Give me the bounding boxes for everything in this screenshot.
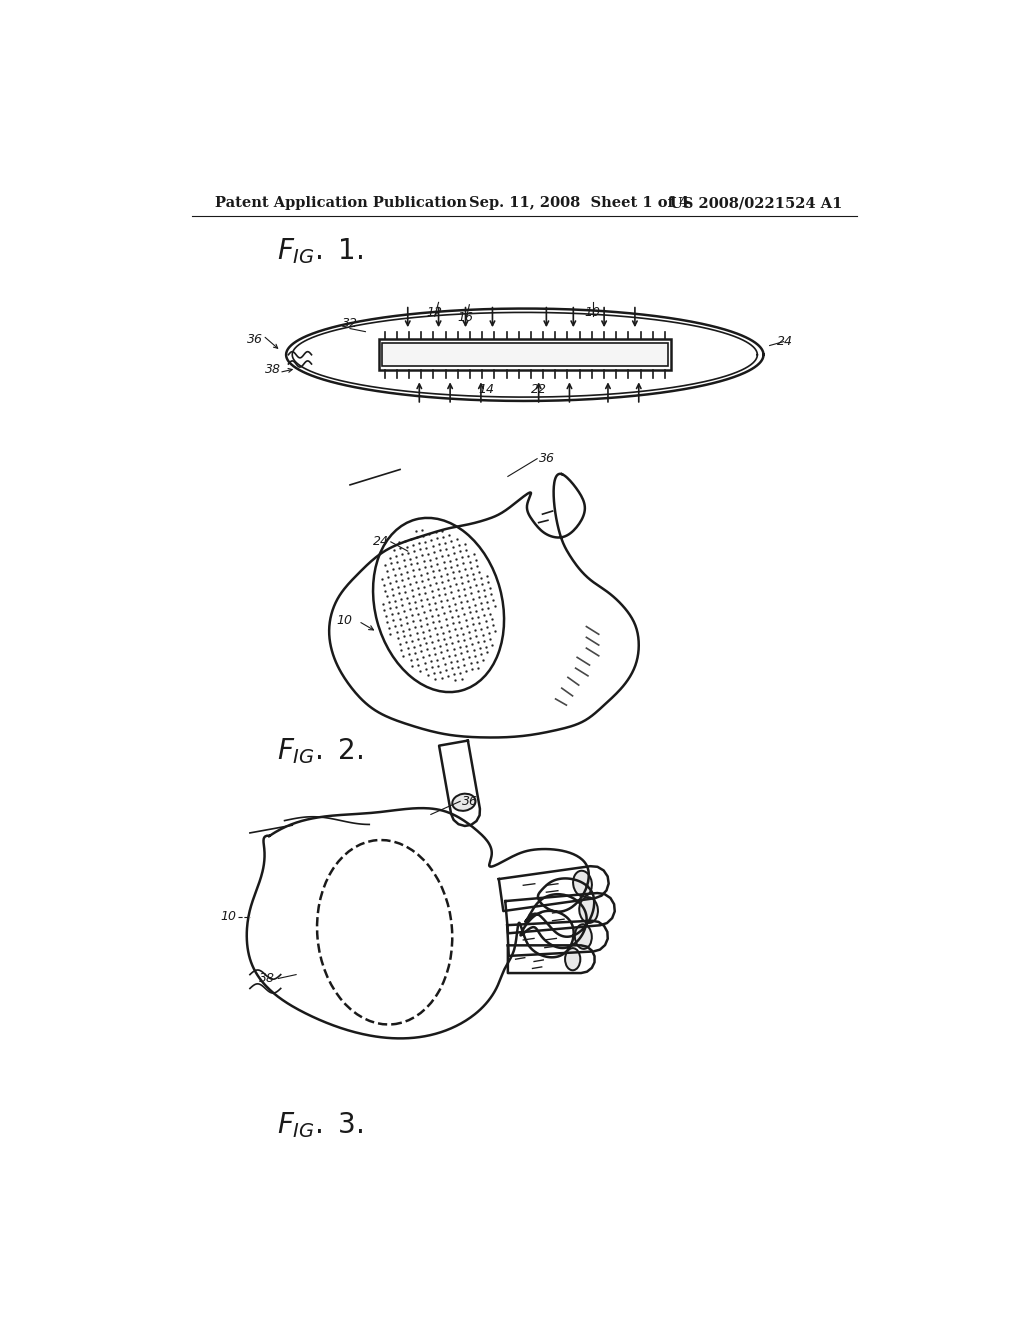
Text: 24: 24	[373, 536, 388, 548]
Text: 10: 10	[336, 614, 352, 627]
Text: 38: 38	[265, 363, 281, 376]
Text: 12: 12	[427, 306, 442, 319]
Text: 38: 38	[259, 972, 275, 985]
Text: 36: 36	[248, 333, 263, 346]
Text: 22: 22	[530, 383, 547, 396]
Text: 32: 32	[342, 317, 358, 330]
Text: 24: 24	[777, 335, 793, 348]
Text: $\mathit{F_{IG}.\ 2.}$: $\mathit{F_{IG}.\ 2.}$	[276, 737, 364, 766]
Text: 16: 16	[458, 312, 473, 325]
Ellipse shape	[580, 898, 598, 923]
Bar	[379, 339, 671, 370]
Text: $\mathit{F_{IG}.\ 3.}$: $\mathit{F_{IG}.\ 3.}$	[276, 1110, 364, 1139]
Text: 36: 36	[462, 795, 477, 808]
Text: 14: 14	[478, 383, 495, 396]
Text: $\mathit{F_{IG}.\ 1.}$: $\mathit{F_{IG}.\ 1.}$	[276, 236, 364, 265]
Ellipse shape	[574, 924, 592, 949]
Text: 10: 10	[585, 306, 600, 319]
Ellipse shape	[573, 871, 592, 896]
Text: 10: 10	[221, 911, 237, 924]
Text: Sep. 11, 2008  Sheet 1 of 4: Sep. 11, 2008 Sheet 1 of 4	[469, 197, 689, 210]
Text: US 2008/0221524 A1: US 2008/0221524 A1	[670, 197, 842, 210]
Text: 36: 36	[539, 453, 555, 465]
Text: Patent Application Publication: Patent Application Publication	[215, 197, 467, 210]
Ellipse shape	[453, 793, 475, 810]
Bar	[382, 343, 668, 367]
Ellipse shape	[373, 517, 504, 692]
Ellipse shape	[565, 948, 581, 970]
